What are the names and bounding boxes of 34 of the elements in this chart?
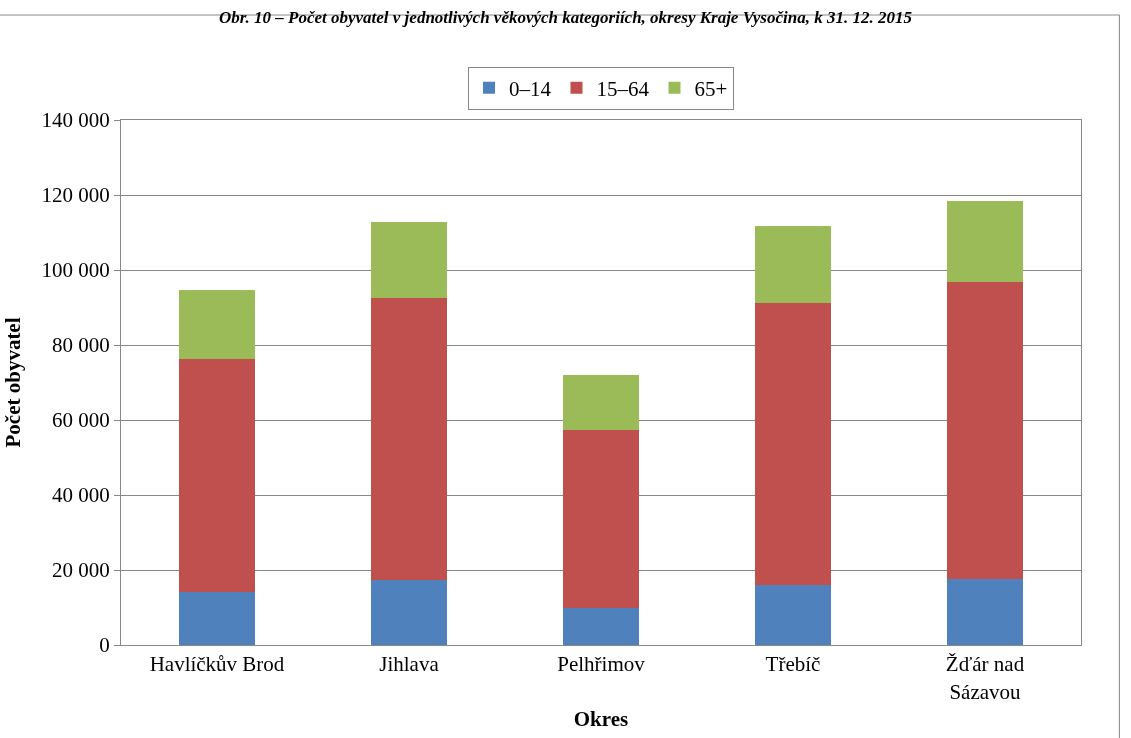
x-tick-label: Žďár nad Sázavou xyxy=(945,652,1025,704)
y-tick-label: 20 000 xyxy=(52,558,110,583)
legend-label: 15–64 xyxy=(596,76,650,101)
bar xyxy=(946,200,1024,283)
legend-label: 65+ xyxy=(694,76,728,101)
bar xyxy=(178,359,256,593)
y-tick-label: 80 000 xyxy=(52,333,110,358)
bar xyxy=(946,578,1024,645)
bar xyxy=(754,303,832,585)
bar xyxy=(370,222,448,299)
bar xyxy=(370,579,448,645)
x-tick-label: Třebíč xyxy=(765,652,821,677)
chart-title: Obr. 10 – Počet obyvatel v jednotlivých věkových kategoriích, okresy Kraje Vysočina, k 31. 12. 2015 xyxy=(219,7,913,27)
y-tick-label: 40 000 xyxy=(52,483,110,508)
bar xyxy=(178,592,256,645)
y-tick-label: 140 000 xyxy=(41,108,110,133)
y-tick-label: 100 000 xyxy=(41,258,110,283)
x-axis-title: Okres xyxy=(573,706,629,731)
y-tick-label: 60 000 xyxy=(52,408,110,433)
bar xyxy=(754,585,832,645)
bar xyxy=(754,225,832,304)
bar xyxy=(370,298,448,580)
x-tick-label: Havlíčkův Brod xyxy=(149,652,285,677)
legend-label: 0–14 xyxy=(509,76,552,101)
bar xyxy=(946,282,1024,579)
x-tick-label: Pelhřimov xyxy=(557,652,646,677)
x-tick-label: Jihlava xyxy=(379,652,440,677)
y-tick-label: 120 000 xyxy=(41,183,110,208)
bar xyxy=(562,429,640,608)
y-tick-label: 0 xyxy=(99,633,110,658)
bar xyxy=(562,607,640,645)
bar xyxy=(562,374,640,430)
bar xyxy=(178,289,256,360)
y-axis-title: Počet obyvatel xyxy=(0,317,25,448)
